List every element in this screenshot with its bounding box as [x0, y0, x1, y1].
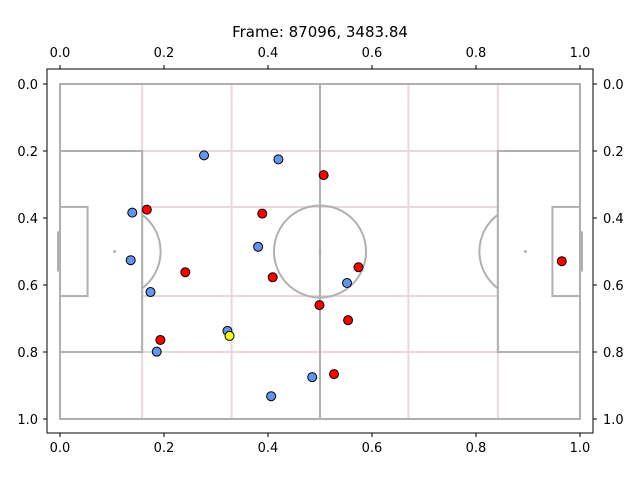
y-tick-label-left: 0.2	[17, 145, 38, 160]
point-team-a	[145, 287, 156, 298]
x-tick-label-bottom: 0.0	[50, 441, 71, 456]
y-tick-label-left: 1.0	[17, 413, 38, 428]
point-team-b	[155, 334, 166, 345]
y-tick-label-left: 0.4	[17, 212, 38, 227]
y-tick-label-left: 0.8	[17, 346, 38, 361]
y-tick-label-right: 0.8	[603, 346, 624, 361]
y-tick-label-right: 0.2	[603, 145, 624, 160]
x-tick-label-bottom: 0.6	[362, 441, 383, 456]
x-tick-label-top: 0.8	[466, 46, 487, 61]
x-tick-label-top: 0.6	[362, 46, 383, 61]
axes-frame	[46, 68, 594, 434]
y-tick-label-right: 0.0	[603, 78, 624, 93]
x-tick-label-bottom: 0.8	[466, 441, 487, 456]
goal-area-left	[59, 205, 89, 298]
penalty-arc-right	[478, 213, 499, 290]
y-tick-label-left: 0.6	[17, 279, 38, 294]
point-team-b	[318, 170, 329, 181]
center-circle	[273, 204, 367, 299]
x-tick-label-top: 0.2	[154, 46, 175, 61]
point-team-a	[342, 277, 353, 288]
chart-title: Frame: 87096, 3483.84	[232, 23, 408, 41]
penalty-arc-left	[141, 213, 162, 290]
point-team-a	[125, 255, 136, 266]
point-team-b	[556, 256, 567, 267]
player-points	[125, 150, 567, 402]
point-team-a	[151, 346, 162, 357]
point-team-a	[253, 241, 264, 252]
point-team-b	[267, 272, 278, 283]
y-tick-label-right: 0.6	[603, 279, 624, 294]
x-tick-label-bottom: 0.4	[258, 441, 279, 456]
point-team-b	[329, 369, 340, 380]
penalty-spot-right	[523, 250, 527, 253]
x-tick-label-top: 0.4	[258, 46, 279, 61]
x-tick-label-top: 0.0	[50, 46, 71, 61]
penalty-area-left	[59, 150, 144, 353]
center-spot	[318, 250, 322, 253]
y-tick-label-right: 0.4	[603, 212, 624, 227]
x-tick-label-top: 1.0	[570, 46, 591, 61]
point-team-b	[257, 208, 268, 219]
y-tick-label-left: 0.0	[17, 78, 38, 93]
point-team-a	[273, 154, 284, 165]
pitch-markings	[57, 83, 583, 420]
point-team-a	[307, 372, 318, 383]
point-team-a	[266, 391, 277, 402]
point-team-b	[180, 267, 191, 278]
goal-area-right	[551, 205, 582, 298]
axis-ticks: 0.0 0.0 0.0 0.0 0.2 0.2 0.2 0.2 0.4 0.4 0.4 0.4 0.6 0…	[17, 46, 623, 456]
point-team-a	[127, 207, 138, 218]
point-team-b	[353, 262, 364, 273]
penalty-area-right	[496, 150, 581, 353]
y-tick-label-right: 1.0	[603, 413, 624, 428]
x-tick-label-bottom: 0.2	[154, 441, 175, 456]
point-team-a	[199, 150, 210, 161]
penalty-spot-left	[113, 250, 117, 253]
point-team-b	[343, 315, 354, 326]
x-tick-label-bottom: 1.0	[570, 441, 591, 456]
point-team-b	[314, 300, 325, 311]
point-team-b	[141, 204, 152, 215]
point-ball	[224, 330, 235, 341]
